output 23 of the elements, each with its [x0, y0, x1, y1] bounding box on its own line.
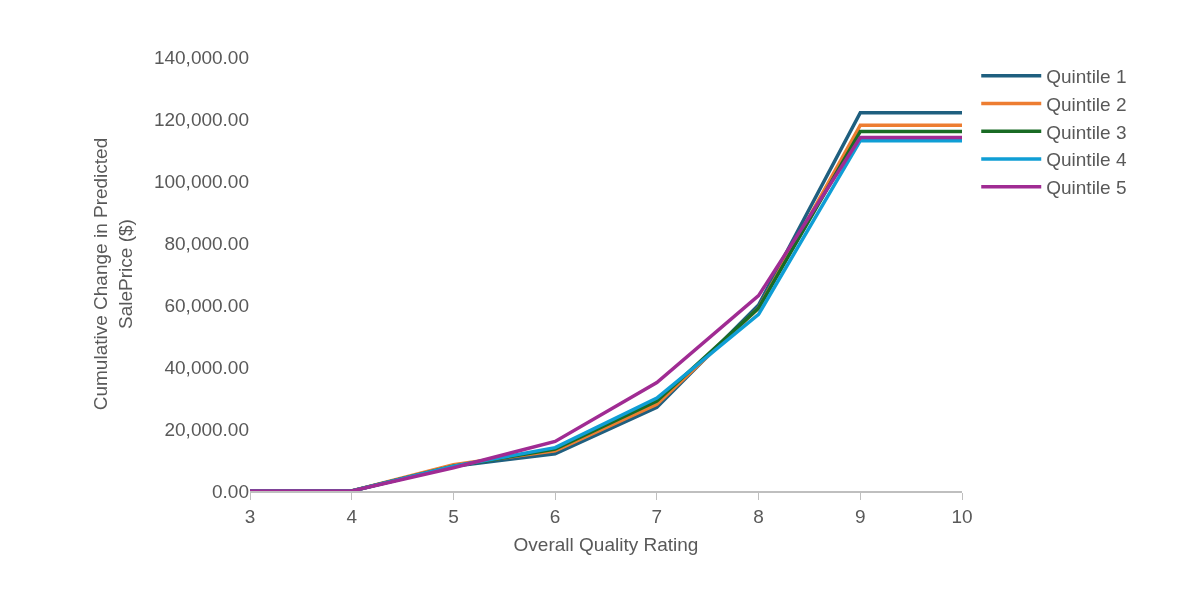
y-tick-label: 120,000.00 — [153, 108, 249, 130]
legend-label: Quintile 3 — [1046, 121, 1127, 143]
y-tick-label: 0.00 — [212, 480, 249, 502]
x-tick-label: 7 — [651, 505, 663, 527]
legend-label: Quintile 5 — [1046, 177, 1127, 199]
x-tick-label: 6 — [549, 505, 561, 527]
y-tick-label: 40,000.00 — [164, 356, 249, 378]
y-tick-label: 60,000.00 — [164, 294, 249, 316]
legend-label: Quintile 1 — [1046, 66, 1127, 88]
x-tick-label: 3 — [244, 505, 256, 527]
y-tick-label: 20,000.00 — [164, 418, 249, 440]
y-tick-label: 100,000.00 — [153, 170, 249, 192]
x-axis-title: Overall Quality Rating — [513, 533, 699, 555]
legend-label: Quintile 4 — [1046, 149, 1127, 171]
y-tick-label: 80,000.00 — [164, 232, 249, 254]
x-tick-label: 9 — [855, 505, 866, 527]
x-tick-label: 8 — [753, 505, 764, 527]
legend-label: Quintile 2 — [1046, 93, 1127, 115]
x-tick-label: 4 — [346, 505, 358, 527]
y-tick-label: 140,000.00 — [153, 46, 249, 68]
x-tick-label: 10 — [951, 505, 973, 527]
y-axis-title: Cumulative Change in Predicted SalePrice ($) — [90, 137, 136, 411]
x-tick-label: 5 — [448, 505, 459, 527]
